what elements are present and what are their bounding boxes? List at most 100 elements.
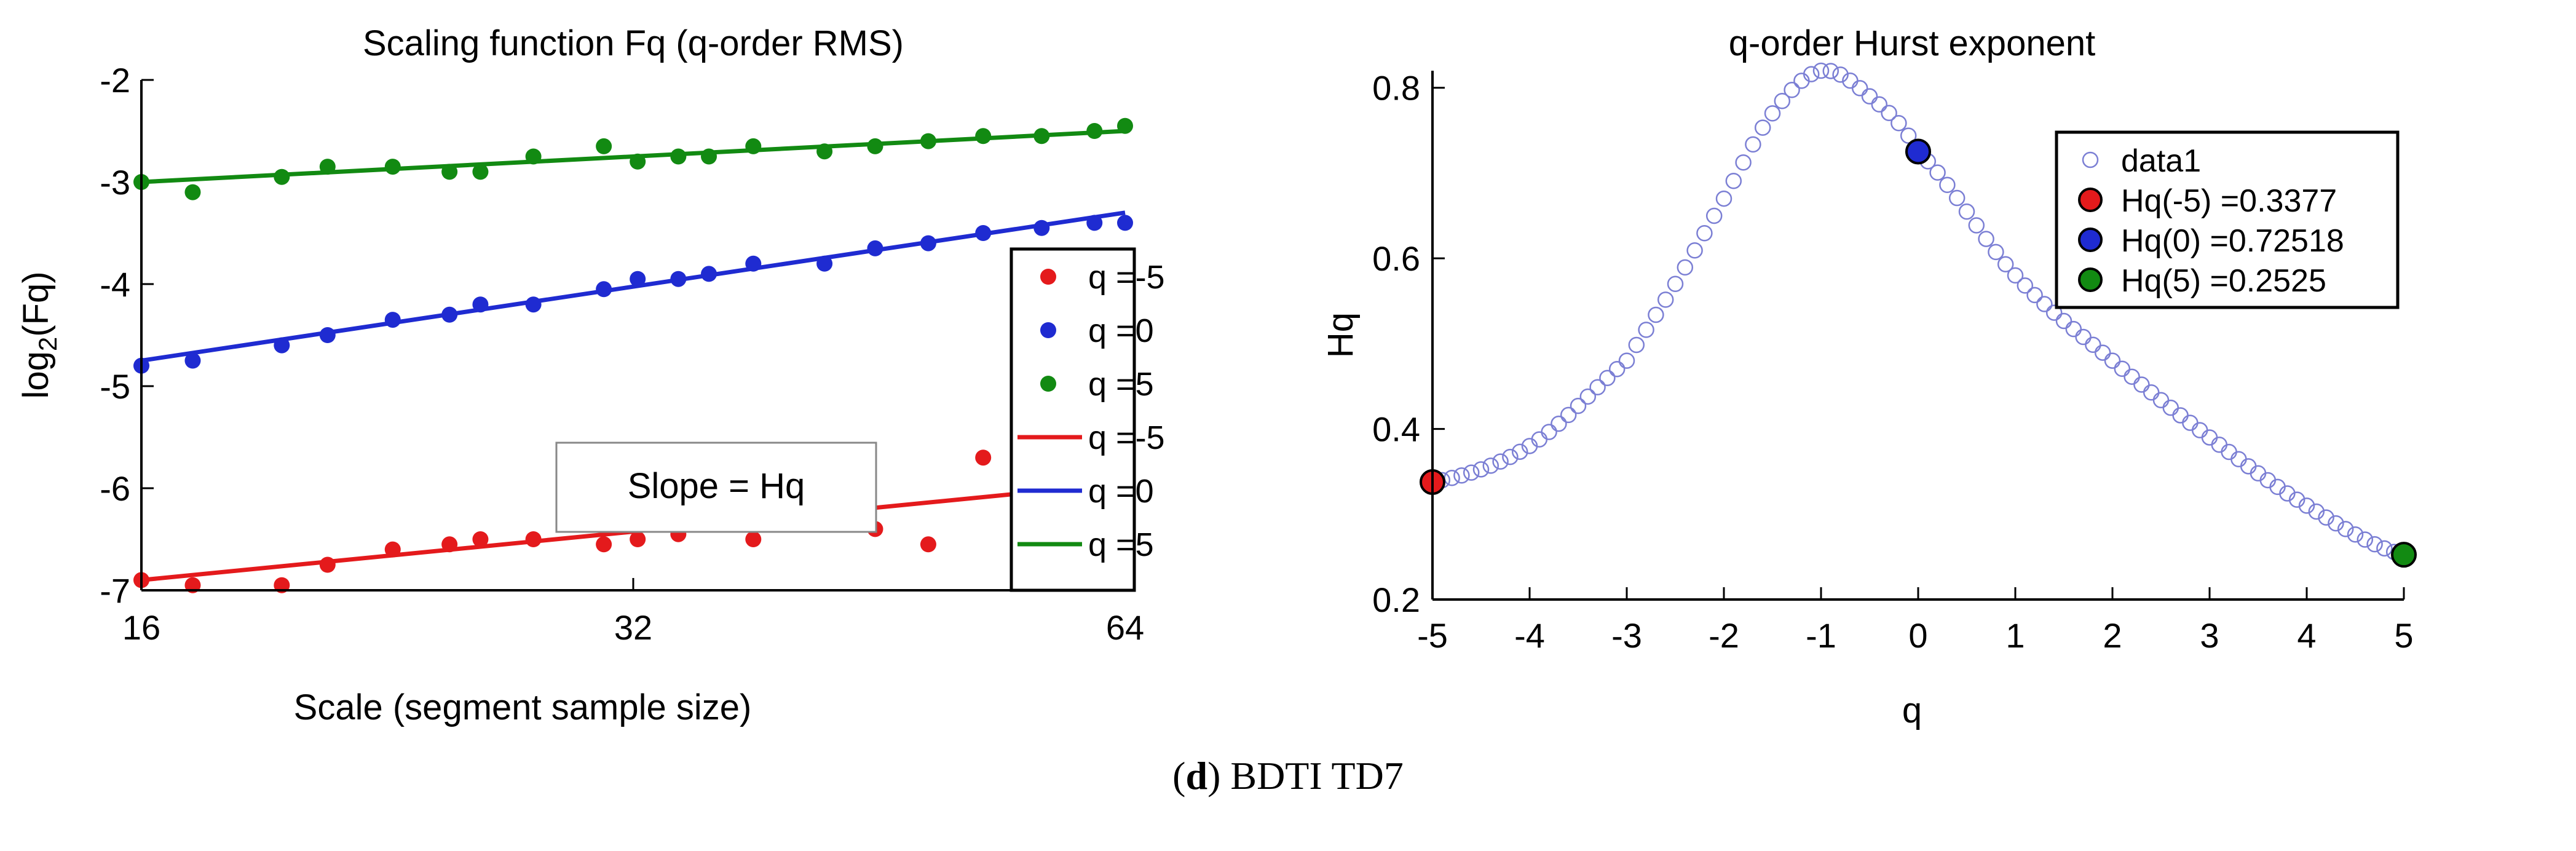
right-x-tick-label: -4	[1514, 616, 1545, 655]
legend-label: q =-5	[1088, 259, 1165, 296]
curve-marker	[2007, 267, 2024, 284]
curve-marker	[2045, 304, 2063, 321]
legend-marker	[1040, 322, 1056, 338]
left-y-axis-label: log2(Fq)	[16, 271, 62, 398]
legend-label: q =5	[1088, 366, 1154, 403]
curve-marker	[1657, 291, 1674, 308]
curve-marker	[1939, 176, 1956, 193]
curve-marker	[2055, 312, 2072, 330]
curve-marker	[1453, 467, 1470, 484]
data-point-series-1	[525, 296, 542, 313]
data-point-series-1	[274, 337, 290, 354]
left-y-tick-label: -6	[100, 469, 130, 508]
data-point-series-2	[274, 168, 290, 185]
curve-marker	[1871, 96, 1888, 113]
curve-marker	[2308, 503, 2325, 520]
curve-marker	[1677, 259, 1694, 276]
curve-marker	[1482, 457, 1499, 474]
curve-marker	[1851, 80, 1868, 97]
curve-marker	[1638, 322, 1654, 338]
data-point-series-2	[596, 138, 612, 154]
slope-annotation: Slope = Hq	[555, 441, 877, 533]
right-y-tick-label: 0.6	[1372, 239, 1420, 278]
legend-marker	[2078, 267, 2103, 292]
data-point-series-2	[441, 164, 458, 180]
left-y-tick-label: -3	[100, 163, 130, 202]
caption-text: BDTI TD7	[1230, 754, 1404, 798]
left-x-axis-label: Scale (segment sample size)	[294, 687, 752, 727]
curve-marker	[1599, 370, 1616, 386]
left-chart: -7 -6 -5 -4 -3 -2 16 32 64 Scaling function Fq (…	[16, 23, 1165, 727]
legend-marker	[1040, 376, 1056, 392]
curve-marker	[1492, 453, 1509, 470]
curve-marker	[2085, 336, 2101, 354]
curve-marker	[1696, 224, 1713, 242]
curve-marker	[1958, 203, 1975, 220]
curve-marker	[2026, 287, 2043, 304]
legend-label: Hq(0) =0.72518	[2121, 223, 2344, 259]
data-point-series-0	[920, 536, 936, 553]
right-chart-title: q-order Hurst exponent	[1729, 23, 2095, 63]
right-y-tick-label: 0.8	[1372, 69, 1420, 108]
curve-marker	[2347, 526, 2364, 543]
right-x-tick-label: 1	[2005, 616, 2025, 655]
curve-marker	[1997, 256, 2014, 273]
curve-marker	[1511, 443, 1528, 460]
curve-marker	[2124, 368, 2140, 385]
left-y-tick-label: -4	[100, 265, 130, 304]
curve-marker	[1900, 127, 1917, 144]
curve-marker	[1648, 306, 1664, 323]
data-point-series-2	[867, 138, 883, 154]
curve-marker	[1579, 388, 1597, 405]
data-point-series-0	[975, 449, 992, 466]
curve-marker	[1618, 352, 1635, 369]
right-x-tick-label: 2	[2103, 616, 2122, 655]
data-point-series-1	[745, 255, 762, 272]
data-point-series-1	[1033, 220, 1050, 236]
data-point-series-0	[384, 541, 401, 558]
curve-marker	[1754, 119, 1771, 136]
slope-annotation-text: Slope = Hq	[628, 466, 805, 506]
data-point-series-1	[867, 240, 883, 256]
data-point-series-2	[745, 138, 762, 154]
left-chart-title: Scaling function Fq (q-order RMS)	[363, 23, 904, 63]
curve-marker	[1968, 217, 1985, 234]
data-point-series-1	[816, 255, 833, 272]
curve-marker	[2366, 536, 2383, 553]
data-point-series-2	[472, 164, 489, 180]
curve-marker	[1472, 461, 1490, 478]
right-legend: data1 Hq(-5) =0.3377 Hq(0) =0.72518 Hq(5) =…	[2055, 130, 2400, 309]
data-point-series-0	[596, 536, 612, 553]
curve-marker	[2318, 509, 2334, 526]
right-x-tick-label: 5	[2394, 616, 2413, 655]
right-chart: 0.2 0.4 0.6 0.8 -5 -4 -3 -2 -1 0 1 2 3 4 5 q-order Hur…	[1321, 23, 2417, 730]
curve-marker	[2337, 521, 2354, 537]
left-y-tick-label: -7	[100, 571, 130, 610]
data-point-series-2	[1033, 128, 1050, 144]
curve-marker	[1551, 415, 1567, 432]
curve-marker	[2328, 515, 2344, 532]
legend-label: q =0	[1088, 473, 1154, 510]
data-point-series-2	[630, 153, 646, 170]
curve-marker	[1608, 361, 1626, 378]
left-axes	[140, 80, 1125, 592]
curve-marker	[2094, 344, 2111, 361]
legend-marker	[1040, 269, 1056, 285]
legend-label: q =5	[1088, 526, 1154, 563]
curve-marker	[1774, 93, 1791, 109]
left-y-tick-label: -5	[100, 367, 130, 406]
left-x-tick-label: 32	[614, 608, 652, 647]
legend-marker	[2078, 228, 2103, 252]
curve-marker	[1541, 424, 1557, 440]
right-axes	[1431, 71, 2404, 601]
curve-marker	[2357, 531, 2374, 548]
data-point-series-1	[184, 352, 201, 369]
legend-label: q =0	[1088, 312, 1154, 349]
right-x-tick-label: 3	[2200, 616, 2219, 655]
right-x-axis-label: q	[1902, 691, 1922, 730]
curve-marker	[1560, 406, 1577, 424]
data-point-series-0	[472, 531, 489, 547]
legend-label: Hq(5) =0.2525	[2121, 263, 2326, 299]
curve-marker	[1463, 464, 1480, 481]
right-ticks: 0.2 0.4 0.6 0.8 -5 -4 -3 -2 -1 0 1 2 3 4 5	[1372, 69, 2413, 655]
